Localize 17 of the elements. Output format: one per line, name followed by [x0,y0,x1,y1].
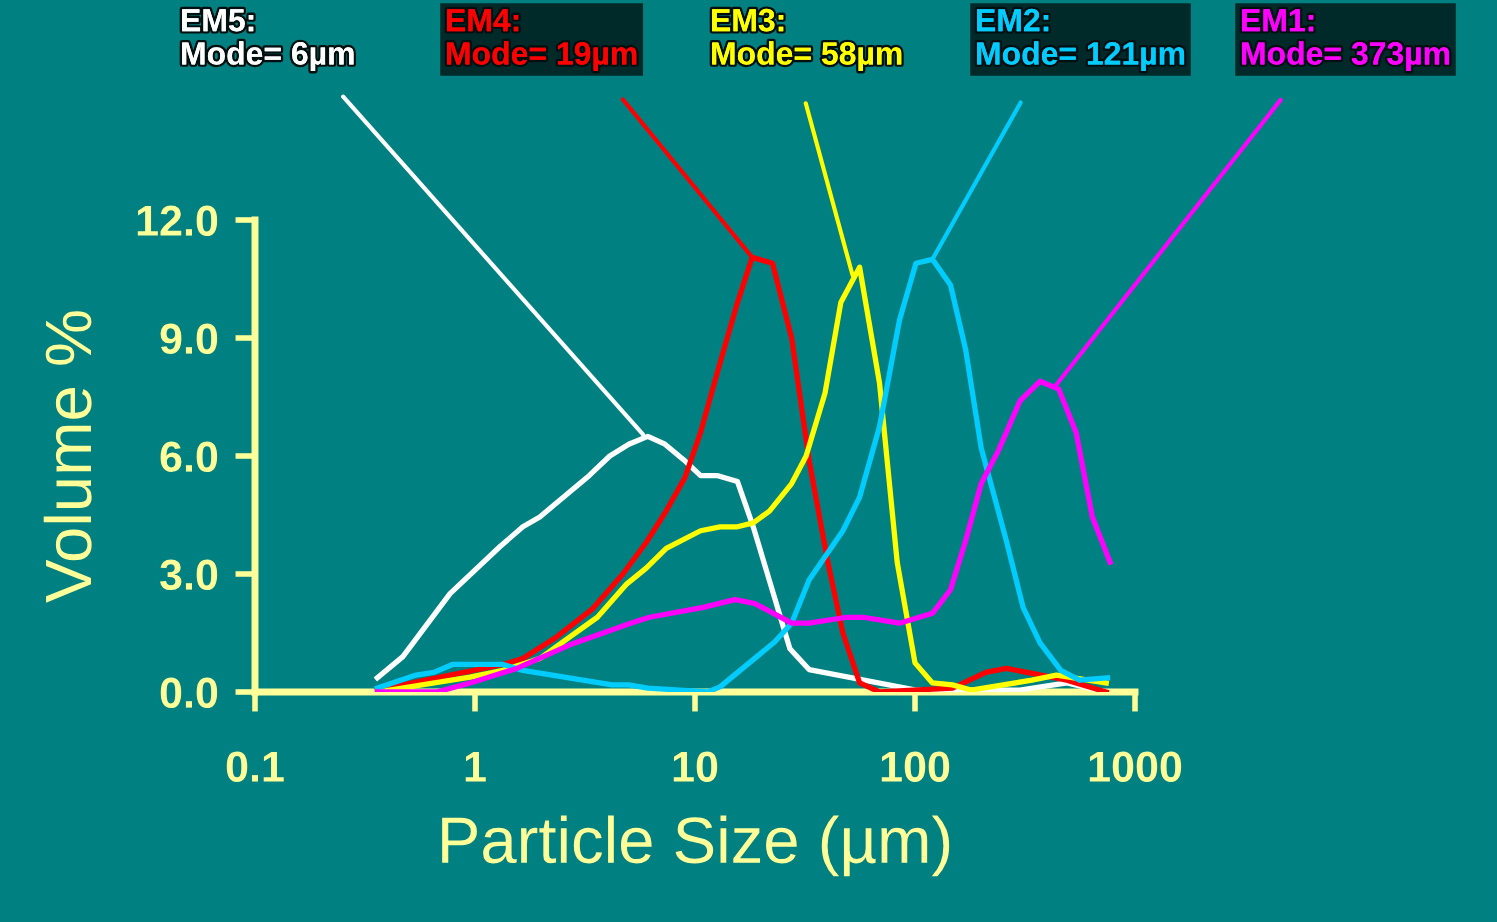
annotation: EM4: Mode= 19µm [447,9,637,72]
annotation: EM3: Mode= 58µm [712,8,902,72]
x-tick-label: 10 [673,751,718,782]
y-tick-label: 0.0 [160,677,218,709]
x-tick-label: 1000 [1089,751,1182,782]
y-tick-label: 3.0 [160,559,218,591]
annotation: EM5: Mode= 6µm [182,9,354,72]
annotation: EM1: Mode= 373µm [1242,9,1450,72]
x-tick-label: 1 [465,751,486,782]
x-tick-label: 0.1 [226,751,284,782]
y-axis-title: Volume % [43,311,92,603]
annotation: EM2: Mode= 121µm [977,8,1185,72]
y-tick-label: 12.0 [137,205,218,237]
y-tick-label: 6.0 [160,441,218,473]
x-axis-title: Particle Size (µm) [442,815,950,877]
x-tick-label: 100 [881,751,950,782]
y-tick-label: 9.0 [160,323,218,355]
